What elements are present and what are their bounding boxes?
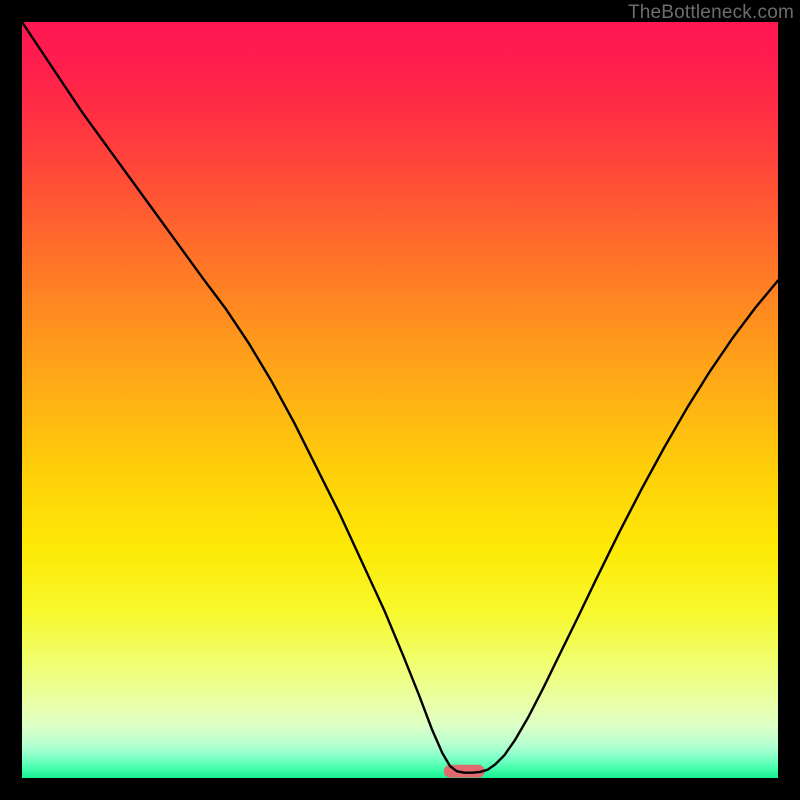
plot-area [22,22,778,778]
chart-canvas: TheBottleneck.com [0,0,800,800]
plot-svg [22,22,778,778]
plot-background [22,22,778,778]
watermark-text: TheBottleneck.com [628,2,794,24]
